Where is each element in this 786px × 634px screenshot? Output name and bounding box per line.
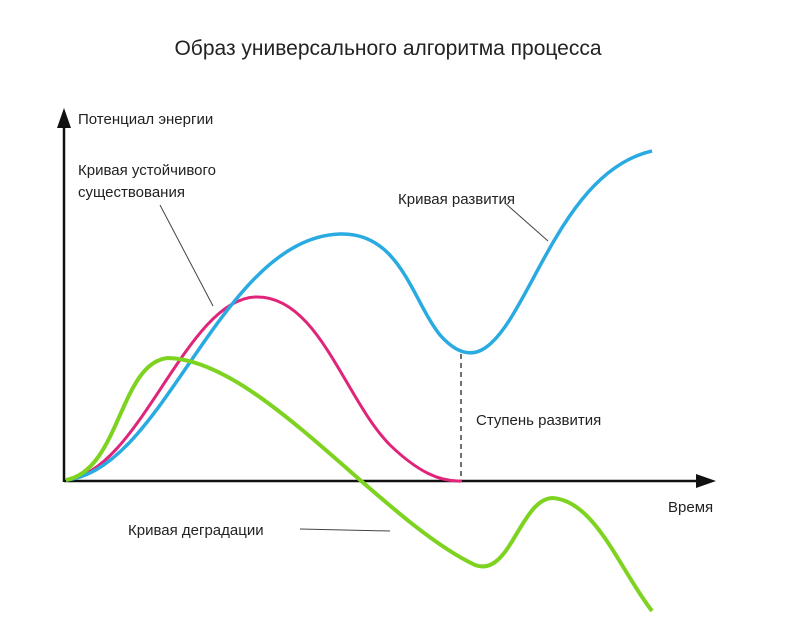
y-axis-label: Потенциал энергии	[78, 111, 213, 128]
stable-curve-leader-line	[159, 204, 214, 307]
y-axis-arrow-icon	[57, 108, 71, 128]
diagram-title: Образ универсального алгоритма процесса	[174, 37, 601, 60]
degradation-curve	[65, 355, 654, 613]
degradation-curve-label: Кривая деградации	[128, 522, 264, 539]
development-curve-leader-line	[504, 202, 549, 242]
step-label: Ступень развития	[476, 412, 601, 429]
stable-curve-label-line2: существования	[78, 184, 185, 201]
development-curve-label: Кривая развития	[398, 191, 515, 208]
stable-existence-curve	[65, 295, 463, 483]
degradation-curve-leader-line	[299, 528, 391, 532]
x-axis-label: Время	[668, 499, 713, 516]
x-axis-arrow-icon	[696, 474, 716, 488]
axes	[57, 108, 716, 488]
stable-curve-label-line1: Кривая устойчивого	[78, 162, 216, 179]
